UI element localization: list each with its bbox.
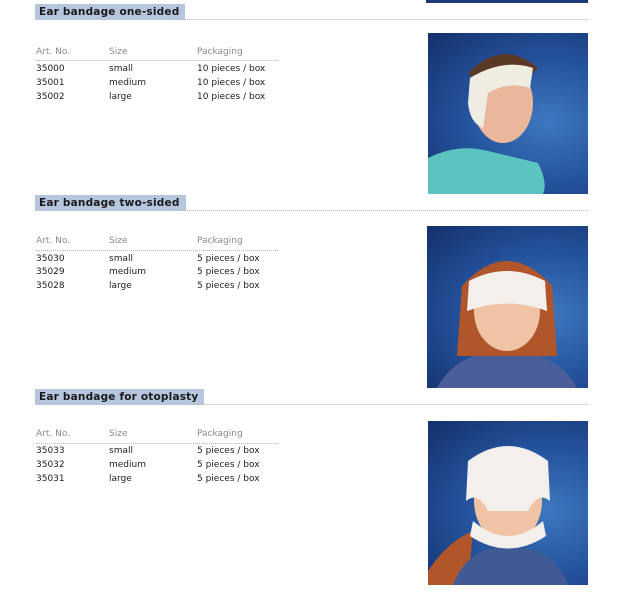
table-cell: 35030 bbox=[36, 254, 65, 264]
product-photo bbox=[427, 226, 588, 388]
table-cell: Art. No. bbox=[36, 429, 71, 439]
table-cell: small bbox=[109, 254, 133, 264]
divider bbox=[36, 443, 278, 444]
table-cell: 35000 bbox=[36, 64, 65, 74]
table-cell: 35002 bbox=[36, 92, 65, 102]
divider bbox=[36, 60, 278, 61]
table-cell: 35029 bbox=[36, 267, 65, 277]
section-title: Ear bandage for otoplasty bbox=[35, 389, 205, 405]
section-title: Ear bandage two-sided bbox=[35, 195, 186, 211]
table-cell: large bbox=[109, 92, 132, 102]
table-cell: Size bbox=[109, 429, 128, 439]
product-photo bbox=[428, 33, 588, 194]
table-cell: 35033 bbox=[36, 446, 65, 456]
table-cell: Size bbox=[109, 47, 128, 57]
table-cell: 5 pieces / box bbox=[197, 254, 260, 264]
table-cell: medium bbox=[109, 460, 146, 470]
table-cell: 35032 bbox=[36, 460, 65, 470]
table-cell: Art. No. bbox=[36, 47, 71, 57]
divider bbox=[36, 250, 278, 251]
table-cell: 5 pieces / box bbox=[197, 446, 260, 456]
person-with-bandage-image bbox=[428, 54, 545, 194]
table-cell: Size bbox=[109, 236, 128, 246]
table-cell: small bbox=[109, 446, 133, 456]
table-cell: Packaging bbox=[197, 47, 243, 57]
table-cell: medium bbox=[109, 78, 146, 88]
section-title: Ear bandage one-sided bbox=[35, 4, 186, 20]
table-cell: 35028 bbox=[36, 281, 65, 291]
table-cell: 35031 bbox=[36, 474, 65, 484]
product-photo bbox=[428, 421, 588, 585]
table-cell: large bbox=[109, 281, 132, 291]
table-cell: large bbox=[109, 474, 132, 484]
table-cell: medium bbox=[109, 267, 146, 277]
previous-product-photo bbox=[426, 0, 588, 3]
table-cell: Packaging bbox=[197, 429, 243, 439]
table-cell: small bbox=[109, 64, 133, 74]
table-cell: 35001 bbox=[36, 78, 65, 88]
divider bbox=[171, 19, 588, 20]
table-cell: Art. No. bbox=[36, 236, 71, 246]
table-cell: 5 pieces / box bbox=[197, 460, 260, 470]
person-with-bandage-image bbox=[428, 446, 568, 585]
table-cell: 10 pieces / box bbox=[197, 92, 266, 102]
table-cell: 5 pieces / box bbox=[197, 267, 260, 277]
table-cell: Packaging bbox=[197, 236, 243, 246]
divider bbox=[187, 404, 588, 405]
table-cell: 5 pieces / box bbox=[197, 281, 260, 291]
table-cell: 5 pieces / box bbox=[197, 474, 260, 484]
divider bbox=[172, 210, 588, 211]
table-cell: 10 pieces / box bbox=[197, 64, 266, 74]
table-cell: 10 pieces / box bbox=[197, 78, 266, 88]
person-with-bandage-image bbox=[437, 261, 577, 388]
